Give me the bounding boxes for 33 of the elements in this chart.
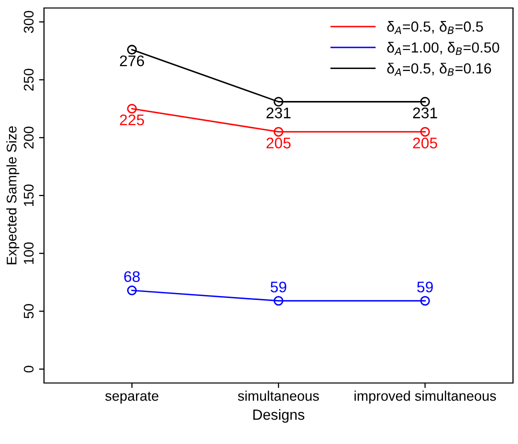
point xyxy=(420,96,430,107)
y-tick-label: 50 xyxy=(24,304,34,318)
point xyxy=(127,286,137,296)
data-label: 231 xyxy=(266,108,290,118)
y-tick-label: 250 xyxy=(24,68,34,91)
data-label: 59 xyxy=(270,282,286,292)
x-tick-label: separate xyxy=(105,392,158,404)
legend-label: δ$_{A}$=0.5, δ$_{B}$=0.5 xyxy=(387,21,483,34)
point xyxy=(127,44,137,55)
data-label: 205 xyxy=(266,138,291,148)
data-label: 276 xyxy=(120,55,144,66)
y-tick-label: 0 xyxy=(24,366,34,372)
legend-label: δ$_{A}$=1.00, δ$_{B}$=0.50 xyxy=(387,42,500,55)
y-tick-label: 100 xyxy=(24,242,34,264)
point xyxy=(274,296,284,306)
data-label: 231 xyxy=(413,108,438,118)
data-label: 59 xyxy=(417,282,433,292)
point xyxy=(274,96,284,107)
data-label: 205 xyxy=(413,138,438,148)
y-tick-label: 200 xyxy=(24,126,34,149)
point xyxy=(274,126,284,137)
legend-label: δ$_{A}$=0.5, δ$_{B}$=0.16 xyxy=(387,62,492,76)
x-tick-label: simultaneous xyxy=(238,390,319,401)
point xyxy=(420,296,430,306)
point xyxy=(420,126,430,137)
data-label: 68 xyxy=(124,271,140,282)
y-axis-title: Expected Sample Size xyxy=(6,126,20,264)
y-tick-label: 300 xyxy=(24,10,34,33)
point xyxy=(127,104,137,114)
y-tick-label: 150 xyxy=(24,184,34,206)
x-axis-title: Designs xyxy=(253,409,304,423)
x-tick-label: improved simultaneous xyxy=(354,390,496,404)
data-label: 225 xyxy=(120,114,144,126)
